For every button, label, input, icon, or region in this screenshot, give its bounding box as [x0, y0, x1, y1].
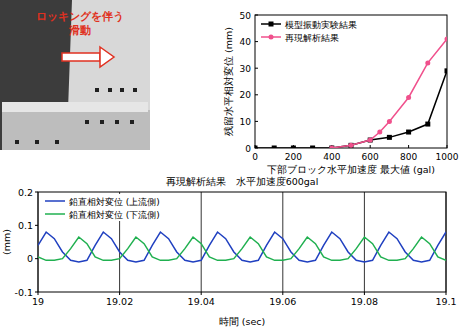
y-tick-label: 20	[240, 90, 252, 100]
series-line	[38, 237, 446, 260]
grid-line	[282, 192, 283, 292]
y-tick-label: 0	[27, 253, 33, 264]
legend-label: 再現解析結果	[285, 33, 339, 43]
grid-line	[201, 192, 202, 292]
marker-circle	[329, 146, 334, 149]
legend-label: 模型振動実験結果	[285, 20, 357, 30]
photo-arrow-head	[100, 47, 114, 67]
marker-square	[368, 138, 373, 143]
x-axis-label: 下部ブロック水平加速度 最大値 (gal)	[267, 164, 435, 175]
photo-marker	[133, 88, 137, 92]
photo-lower-block	[2, 110, 150, 150]
legend-box	[41, 194, 173, 221]
x-tick	[447, 145, 448, 148]
legend-label: 鉛直相対変位 (上流側)	[69, 197, 160, 207]
legend-marker	[269, 22, 274, 27]
y-tick-label: 0	[245, 144, 251, 154]
marker-square	[445, 68, 448, 73]
x-tick-label: 19.1	[435, 296, 456, 307]
marker-square	[329, 146, 334, 149]
grid-line	[364, 192, 365, 292]
chart-title: 再現解析結果 水平加速度600gal	[166, 176, 319, 187]
legend: 模型振動実験結果再現解析結果	[261, 20, 357, 43]
y-tick-label: 40	[240, 37, 252, 47]
x-tick-label: 1000	[436, 152, 459, 162]
photo-marker	[35, 140, 39, 144]
y-tick	[255, 15, 258, 16]
x-tick-label: 19.02	[106, 296, 133, 307]
x-tick	[370, 145, 371, 148]
marker-square	[425, 122, 430, 127]
x-tick-label: 600	[362, 152, 379, 162]
y-tick-label: 0.2	[18, 187, 33, 198]
marker-square	[272, 146, 277, 149]
plot-frame	[38, 192, 446, 292]
x-tick-label: 400	[323, 152, 340, 162]
y-axis-label: (mm)	[1, 229, 12, 255]
x-tick-label: 19	[32, 296, 44, 307]
data-group	[255, 36, 447, 148]
marker-square	[349, 143, 354, 148]
y-tick	[255, 94, 258, 95]
x-tick-label: 19.08	[351, 296, 378, 307]
y-tick	[255, 68, 258, 69]
photo-arrow-body	[62, 53, 100, 61]
photo: ロッキングを伴う滑動	[0, 0, 150, 150]
photo-marker	[95, 88, 99, 92]
photo-annotation: 滑動	[68, 24, 91, 37]
y-tick-label: 30	[240, 64, 252, 74]
photo-marker	[115, 120, 119, 124]
photo-marker	[130, 120, 134, 124]
legend-marker	[269, 35, 274, 40]
photo-marker	[85, 120, 89, 124]
page: ロッキングを伴う滑動 0 10 20 30 40 50 0 200 400 600 800 1000下部…	[0, 0, 459, 330]
y-tick-label: 50	[240, 11, 252, 21]
photo-joint	[2, 102, 148, 112]
y-tick	[255, 41, 258, 42]
marker-square	[291, 146, 296, 149]
x-tick	[408, 145, 409, 148]
marker-circle	[349, 143, 354, 148]
marker-circle	[425, 60, 430, 65]
series-line	[332, 39, 447, 148]
legend-line	[45, 200, 65, 202]
photo-marker	[108, 88, 112, 92]
x-tick-label: 19.04	[188, 296, 215, 307]
y-tick-label: 10	[240, 117, 252, 127]
x-tick-label: 200	[285, 152, 302, 162]
chart-time-history: 再現解析結果 水平加速度600gal 19 19.02 19.04 19.06 19.08…	[1, 176, 457, 327]
photo-marker	[100, 120, 104, 124]
photo-marker	[55, 140, 59, 144]
legend-label: 鉛直相対変位 (下流側)	[69, 210, 160, 220]
marker-square	[406, 130, 411, 135]
y-tick-label: 0.1	[18, 220, 33, 231]
legend-line	[45, 213, 65, 215]
marker-square	[387, 135, 392, 140]
data-group	[38, 232, 446, 262]
photo-marker	[120, 88, 124, 92]
y-axis-label: 残留水平相対変位 (mm)	[223, 27, 234, 136]
chart-residual: 0 10 20 30 40 50 0 200 400 600 800 1000下部ブロック水平加速度 …	[223, 11, 459, 176]
marker-circle	[377, 130, 382, 135]
series-line	[255, 71, 447, 148]
marker-circle	[368, 138, 373, 143]
photo-marker	[15, 140, 19, 144]
plot-frame	[255, 15, 447, 148]
series-line	[38, 232, 446, 262]
legend: 鉛直相対変位 (上流側) 鉛直相対変位 (下流側)	[41, 194, 173, 221]
photo-background	[0, 0, 150, 150]
x-tick-label: 800	[400, 152, 417, 162]
y-tick	[255, 121, 258, 122]
marker-circle	[387, 119, 392, 124]
x-axis-label: 時間 (sec)	[219, 316, 265, 327]
marker-circle	[406, 95, 411, 100]
marker-square	[310, 146, 315, 149]
x-tick-label: 0	[252, 152, 258, 162]
photo-annotation: ロッキングを伴う	[36, 10, 124, 23]
marker-square	[255, 146, 258, 149]
y-tick-label: -0.1	[14, 287, 33, 298]
x-tick-label: 19.06	[269, 296, 296, 307]
marker-circle	[445, 36, 448, 41]
